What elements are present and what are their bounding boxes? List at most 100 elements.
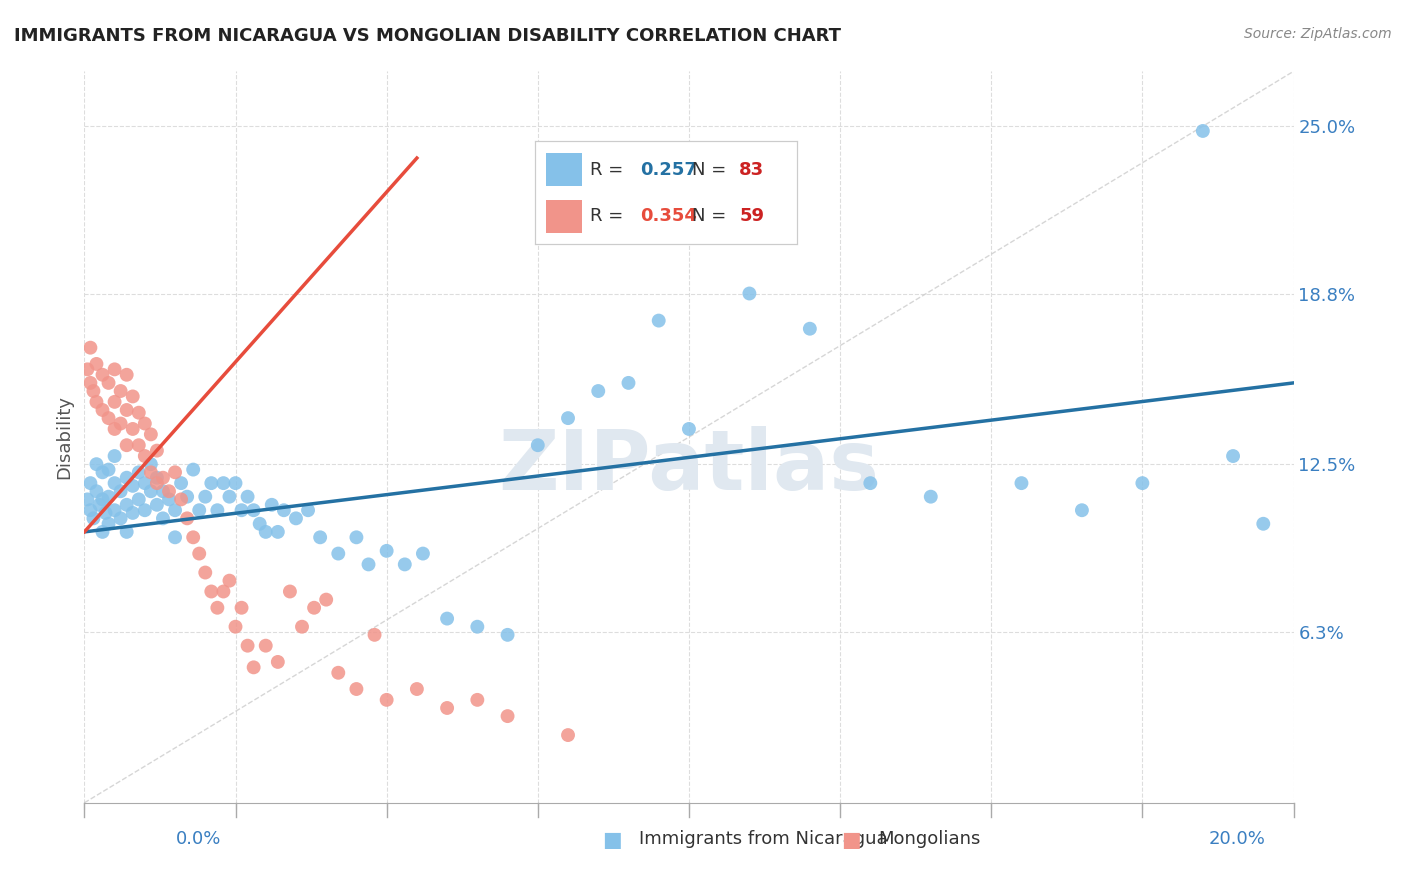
Point <box>242 660 264 674</box>
Point <box>648 313 671 327</box>
Point <box>134 503 156 517</box>
Point <box>79 376 101 390</box>
Point <box>254 639 277 653</box>
Point <box>104 395 127 409</box>
Point <box>139 457 162 471</box>
Point <box>212 584 235 599</box>
Point <box>121 422 143 436</box>
Point <box>346 681 368 696</box>
Point <box>212 476 235 491</box>
Point <box>97 462 120 476</box>
Point <box>104 476 127 491</box>
Text: R =: R = <box>591 207 630 225</box>
Point <box>110 417 132 431</box>
Point <box>139 465 162 479</box>
Point <box>1071 503 1094 517</box>
Text: ■: ■ <box>602 830 621 849</box>
Text: IMMIGRANTS FROM NICARAGUA VS MONGOLIAN DISABILITY CORRELATION CHART: IMMIGRANTS FROM NICARAGUA VS MONGOLIAN D… <box>14 27 841 45</box>
Text: 0.257: 0.257 <box>640 161 697 179</box>
Text: N =: N = <box>692 161 733 179</box>
Point <box>104 449 127 463</box>
Point <box>79 341 101 355</box>
Point <box>97 376 120 390</box>
Point <box>1130 476 1153 491</box>
Text: 0.0%: 0.0% <box>176 830 221 847</box>
Point <box>678 422 700 436</box>
Text: 59: 59 <box>740 207 765 225</box>
Y-axis label: Disability: Disability <box>55 395 73 479</box>
Point <box>89 498 111 512</box>
Point <box>139 484 162 499</box>
Point <box>357 558 380 572</box>
Text: Mongolians: Mongolians <box>879 830 981 847</box>
Point <box>97 516 120 531</box>
Point <box>231 503 253 517</box>
Point <box>134 476 156 491</box>
Point <box>86 357 108 371</box>
Point <box>236 490 259 504</box>
Point <box>146 471 169 485</box>
Point <box>146 443 169 458</box>
Point <box>82 384 104 398</box>
Point <box>218 490 240 504</box>
Point <box>128 465 150 479</box>
Point <box>1011 476 1033 491</box>
Point <box>104 362 127 376</box>
Text: 20.0%: 20.0% <box>1209 830 1265 847</box>
Point <box>1253 516 1275 531</box>
Point <box>134 417 156 431</box>
Point <box>207 600 229 615</box>
Bar <box>546 200 582 233</box>
Point <box>291 620 314 634</box>
Point <box>97 411 120 425</box>
Point <box>139 427 162 442</box>
Text: ■: ■ <box>841 830 862 849</box>
Point <box>467 620 489 634</box>
Point <box>254 524 277 539</box>
Point <box>76 492 98 507</box>
Point <box>91 524 114 539</box>
Point <box>285 511 308 525</box>
Point <box>115 368 138 382</box>
Point <box>110 384 132 398</box>
Point <box>236 639 259 653</box>
Point <box>86 395 108 409</box>
Point <box>128 406 150 420</box>
Point <box>121 506 143 520</box>
Point <box>104 503 127 517</box>
Point <box>225 620 247 634</box>
Point <box>152 511 174 525</box>
Point <box>165 465 187 479</box>
Point <box>738 286 761 301</box>
Point <box>146 498 169 512</box>
Point <box>1222 449 1244 463</box>
Point <box>134 449 156 463</box>
Point <box>91 465 114 479</box>
Point <box>121 479 143 493</box>
Point <box>188 547 211 561</box>
Point <box>496 709 519 723</box>
Point <box>181 462 204 476</box>
Point <box>157 484 180 499</box>
Point <box>165 503 187 517</box>
Point <box>225 476 247 491</box>
Point <box>242 503 264 517</box>
Point <box>94 506 117 520</box>
Point <box>115 403 138 417</box>
Point <box>328 547 350 561</box>
Point <box>121 389 143 403</box>
Point <box>91 403 114 417</box>
Point <box>467 693 489 707</box>
Text: Source: ZipAtlas.com: Source: ZipAtlas.com <box>1244 27 1392 41</box>
Point <box>194 490 217 504</box>
Point <box>278 584 301 599</box>
Point <box>176 511 198 525</box>
Point <box>194 566 217 580</box>
Point <box>302 600 325 615</box>
Point <box>273 503 295 517</box>
Point <box>157 492 180 507</box>
Point <box>128 438 150 452</box>
Point <box>375 693 398 707</box>
Point <box>328 665 350 680</box>
Point <box>86 484 108 499</box>
